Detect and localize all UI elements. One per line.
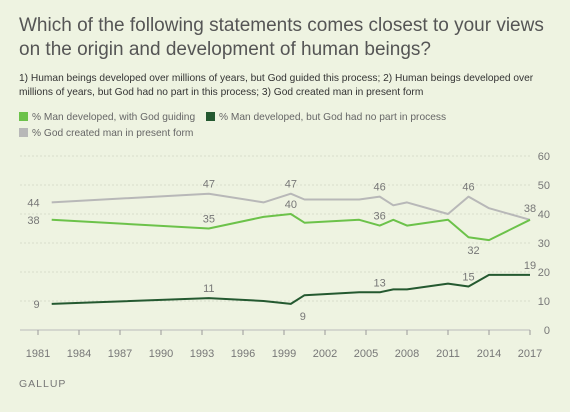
data-label-creationism-1993.5: 47 [203,179,215,191]
legend-item-no-god: % Man developed, but God had no part in … [205,110,447,126]
chart-title: Which of the following statements comes … [19,15,544,60]
data-label-god-guiding-1999.5: 40 [285,199,297,211]
legend-swatch-creationism [19,128,28,137]
data-label-creationism-2006: 46 [374,182,386,194]
y-tick-label-50: 50 [538,180,550,192]
legend-label-creationism: % God created man in present form [32,128,194,139]
data-label-no-god-1993.5: 11 [203,283,214,295]
x-tick-label-2002: 2002 [313,348,337,360]
x-tick-label-2017: 2017 [518,348,542,360]
x-tick-label-1981: 1981 [26,348,50,360]
y-tick-label-10: 10 [538,296,550,308]
x-tick-label-1987: 1987 [108,348,132,360]
x-tick-label-1996: 1996 [231,348,255,360]
legend-swatch-no-god [205,112,215,121]
y-tick-label-0: 0 [544,325,550,337]
data-label-creationism-2012.5: 46 [462,182,474,194]
source-label: GALLUP [19,378,67,390]
data-label-no-god-2012.5: 15 [462,272,474,284]
legend-item-god-guiding: % Man developed, with God guiding [19,110,195,126]
y-tick-label-40: 40 [538,209,550,221]
x-tick-label-2011: 2011 [436,348,460,360]
data-label-creationism-1999.5: 47 [285,179,297,191]
data-label-god-guiding-2012.5: 32 [467,245,479,257]
legend-label-god-guiding: % Man developed, with God guiding [32,112,196,123]
x-tick-label-1990: 1990 [149,348,173,360]
data-label-god-guiding-2006: 36 [374,211,386,223]
data-label-creationism-2017: 38 [524,203,536,215]
legend-item-creationism: % God created man in present form [19,126,193,142]
data-label-no-god-2006: 13 [374,277,386,289]
x-tick-label-2014: 2014 [477,348,501,360]
data-label-no-god-1982: 9 [34,299,40,311]
y-tick-label-20: 20 [538,267,550,279]
data-label-god-guiding-1982: 38 [27,215,39,227]
y-tick-label-30: 30 [538,238,550,250]
data-label-no-god-2017: 19 [524,260,536,272]
series-line-creationism [51,192,531,221]
chart-legend: % Man developed, with God guiding % Man … [19,110,564,142]
x-tick-label-1993: 1993 [190,348,214,360]
series-line-god-guiding [51,213,531,242]
x-tick-label-1984: 1984 [67,348,91,360]
data-label-god-guiding-1993.5: 35 [203,214,215,226]
data-label-no-god-1999.5: 9 [300,311,306,323]
x-tick-label-2008: 2008 [395,348,419,360]
series-line-no-god [51,273,530,305]
data-label-creationism-1982: 44 [27,197,39,209]
x-tick-label-2005: 2005 [354,348,378,360]
y-tick-label-60: 60 [538,151,550,163]
legend-label-no-god: % Man developed, but God had no part in … [218,112,447,123]
x-tick-label-1999: 1999 [272,348,296,360]
legend-swatch-god-guiding [19,112,28,121]
chart-subtitle: 1) Human beings developed over millions … [19,73,534,98]
